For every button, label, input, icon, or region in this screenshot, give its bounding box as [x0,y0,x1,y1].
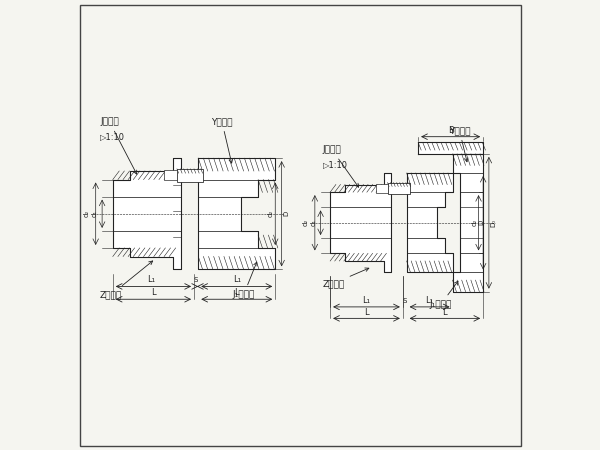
Text: S: S [403,298,407,304]
Text: D: D [478,220,484,225]
Text: d₁: d₁ [311,219,317,226]
Text: L₁: L₁ [362,296,370,305]
Polygon shape [407,173,452,272]
Text: Y型轴孔: Y型轴孔 [449,126,470,162]
Text: L₁: L₁ [147,275,155,284]
Text: L₁: L₁ [233,275,241,284]
Bar [164,170,177,180]
Text: D: D [284,211,290,216]
Text: Y型轴孔: Y型轴孔 [211,117,233,163]
Text: d₂: d₂ [303,219,309,226]
Text: J₁型轴孔: J₁型轴孔 [233,262,257,299]
Text: J型轴孔: J型轴孔 [100,117,137,174]
Polygon shape [198,158,275,269]
Text: ▷1:10: ▷1:10 [323,160,347,169]
Text: Z型轴孔: Z型轴孔 [323,268,369,288]
Text: D₀: D₀ [491,219,497,227]
Text: J₁型轴孔: J₁型轴孔 [430,281,458,309]
Bar [376,184,388,193]
Text: L: L [151,288,156,297]
Text: d₂: d₂ [83,210,89,217]
Text: S: S [194,277,199,283]
Text: L: L [235,288,239,297]
Bar [177,169,203,182]
Polygon shape [330,173,391,272]
Polygon shape [113,158,181,269]
Polygon shape [418,142,483,154]
Polygon shape [452,154,483,292]
Text: d₁: d₁ [92,210,98,217]
Text: L₁: L₁ [425,296,434,305]
Text: B: B [448,126,454,135]
Bar [388,183,410,194]
Text: L: L [364,307,369,316]
Text: Z型轴孔: Z型轴孔 [100,261,152,299]
Text: L: L [443,307,447,316]
Text: d₂: d₂ [268,210,274,217]
Text: J型轴孔: J型轴孔 [323,145,359,187]
Text: d₂: d₂ [472,219,478,226]
Text: ▷1:10: ▷1:10 [100,132,125,141]
